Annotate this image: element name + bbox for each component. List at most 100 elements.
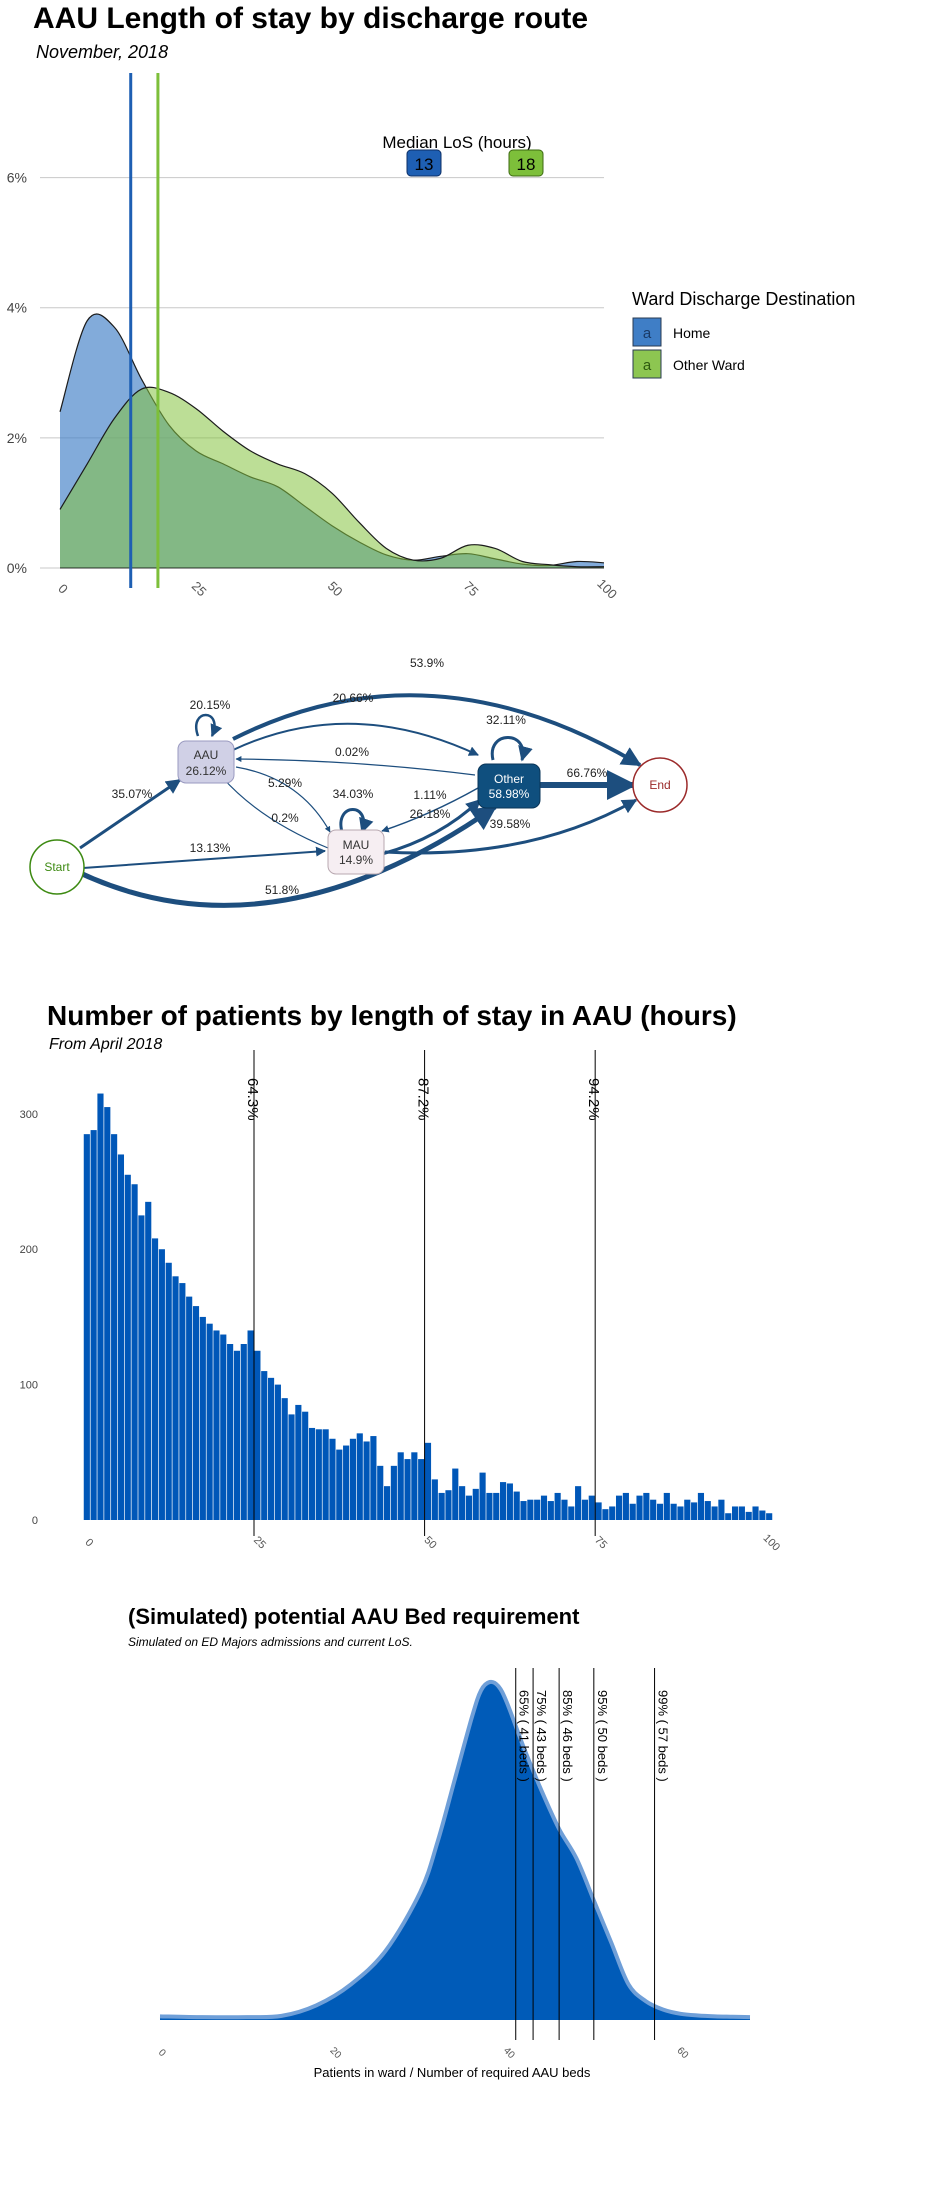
histogram-bar bbox=[383, 1486, 391, 1520]
histogram-bar bbox=[418, 1459, 425, 1520]
x-tick-label: 0 bbox=[156, 2047, 168, 2059]
histogram-bar bbox=[138, 1215, 145, 1520]
x-tick-label: 100 bbox=[594, 576, 620, 602]
histogram-bar bbox=[711, 1506, 718, 1520]
panel3-title: Number of patients by length of stay in … bbox=[47, 1000, 737, 1031]
histogram-bar bbox=[302, 1411, 309, 1520]
histogram-bar bbox=[97, 1093, 104, 1520]
histogram-bar bbox=[554, 1492, 561, 1520]
histogram-bar bbox=[766, 1513, 773, 1520]
x-tick-label: 60 bbox=[675, 2045, 691, 2061]
y-tick-label: 4% bbox=[7, 300, 27, 316]
histogram-bar bbox=[479, 1472, 486, 1520]
histogram-bar bbox=[240, 1344, 247, 1520]
histogram-bar bbox=[349, 1438, 357, 1520]
percentile-label: 95% ( 50 beds ) bbox=[595, 1690, 610, 1782]
edge-label: 0.02% bbox=[335, 745, 369, 759]
x-axis-ticks: 0 25 50 75 100 bbox=[55, 576, 620, 602]
panel3-subtitle: From April 2018 bbox=[49, 1036, 163, 1053]
histogram-bar bbox=[158, 1249, 165, 1520]
legend-title: Ward Discharge Destination bbox=[632, 289, 855, 309]
histogram-bar bbox=[752, 1506, 759, 1520]
histogram-bar bbox=[431, 1479, 438, 1520]
histogram-bar bbox=[738, 1506, 745, 1520]
histogram-bar bbox=[192, 1306, 200, 1520]
histogram-bar bbox=[377, 1465, 384, 1520]
histogram-bar bbox=[656, 1503, 664, 1520]
y-tick-label: 300 bbox=[20, 1109, 38, 1121]
histogram-bar bbox=[561, 1499, 568, 1520]
histogram-bar bbox=[520, 1501, 527, 1520]
histogram-bar bbox=[424, 1442, 432, 1520]
histogram-bar bbox=[220, 1334, 227, 1520]
percentile-label: 99% ( 57 beds ) bbox=[656, 1690, 671, 1782]
edge-label: 13.13% bbox=[190, 841, 231, 855]
x-tick-label: 25 bbox=[251, 1534, 268, 1551]
x-tick-label: 20 bbox=[327, 2045, 343, 2061]
edge-label: 1.11% bbox=[413, 788, 446, 802]
histogram-bar bbox=[527, 1499, 534, 1520]
edge-mau-self bbox=[339, 808, 374, 834]
histogram-bar bbox=[295, 1404, 302, 1520]
histogram-bar bbox=[643, 1492, 650, 1520]
histogram-bar bbox=[697, 1492, 705, 1520]
node-other[interactable]: Other 58.98% bbox=[477, 763, 541, 809]
edge-label: 32.11% bbox=[486, 713, 526, 727]
edge-label: 20.66% bbox=[333, 691, 374, 705]
panel4-title: (Simulated) potential AAU Bed requiremen… bbox=[128, 1604, 580, 1629]
patient-flow-diagram: 51.8% 35.07% 13.13% 53.9% 20.66% 20.15% … bbox=[29, 656, 688, 908]
histogram-bar bbox=[465, 1495, 473, 1520]
histogram-bar bbox=[411, 1452, 418, 1520]
histogram-bar bbox=[568, 1506, 575, 1520]
histogram-bar bbox=[459, 1486, 466, 1520]
histogram-bar bbox=[90, 1130, 97, 1520]
histogram-bar bbox=[83, 1134, 90, 1520]
histogram-bar bbox=[145, 1201, 152, 1520]
node-mau[interactable]: MAU 14.9% bbox=[327, 829, 385, 875]
histogram-bar bbox=[445, 1490, 452, 1520]
y-tick-label: 200 bbox=[20, 1244, 38, 1256]
x-tick-label: 75 bbox=[461, 578, 482, 599]
histogram-bar bbox=[602, 1509, 609, 1520]
edge-label: 53.9% bbox=[410, 656, 444, 670]
histogram-bar bbox=[233, 1350, 241, 1520]
node-end[interactable]: End bbox=[632, 757, 688, 813]
bed-requirement-density-chart: 65% ( 41 beds ) 75% ( 43 beds ) 85% ( 46 b… bbox=[156, 1668, 751, 2080]
panel1-subtitle: November, 2018 bbox=[36, 42, 169, 62]
histogram-bar bbox=[254, 1350, 261, 1520]
panel1-title: AAU Length of stay by discharge route bbox=[33, 2, 589, 35]
density-area-other-ward bbox=[60, 387, 604, 568]
histogram-bar bbox=[308, 1427, 316, 1520]
histogram-bar bbox=[704, 1501, 711, 1520]
x-tick-label: 25 bbox=[189, 578, 210, 599]
edge-aau-mau bbox=[235, 766, 331, 833]
percentile-label: 87.2% bbox=[415, 1078, 432, 1121]
legend-key-other-ward: a Other Ward bbox=[632, 349, 745, 379]
percentile-label: 85% ( 46 beds ) bbox=[560, 1690, 575, 1782]
edge-aau-other bbox=[232, 722, 479, 756]
edge-aau-end bbox=[232, 693, 642, 767]
edge-other-mau bbox=[381, 787, 479, 833]
density-fill bbox=[160, 1681, 750, 2020]
histogram-bar bbox=[281, 1398, 288, 1520]
histogram-bar bbox=[336, 1449, 343, 1520]
node-aau[interactable]: AAU 26.12% bbox=[177, 740, 235, 784]
legend-label-home: Home bbox=[673, 325, 711, 341]
histogram-bar bbox=[581, 1499, 589, 1520]
histogram-bar bbox=[438, 1492, 445, 1520]
histogram-bars bbox=[83, 1093, 773, 1520]
y-tick-label: 6% bbox=[7, 170, 27, 186]
legend-key-home: a Home bbox=[632, 317, 711, 347]
x-tick-label: 0 bbox=[55, 581, 71, 597]
histogram-bar bbox=[636, 1495, 643, 1520]
edge-label: 0.2% bbox=[271, 811, 299, 825]
histogram-bar bbox=[315, 1429, 322, 1520]
x-tick-label: 50 bbox=[325, 578, 346, 599]
edge-start-end bbox=[58, 804, 498, 908]
node-start[interactable]: Start bbox=[29, 839, 85, 895]
density-area bbox=[159, 1679, 751, 2020]
svg-text:Other: Other bbox=[494, 772, 524, 786]
histogram-bar bbox=[117, 1154, 125, 1520]
histogram-bar bbox=[206, 1323, 213, 1520]
histogram-bar bbox=[534, 1499, 541, 1520]
